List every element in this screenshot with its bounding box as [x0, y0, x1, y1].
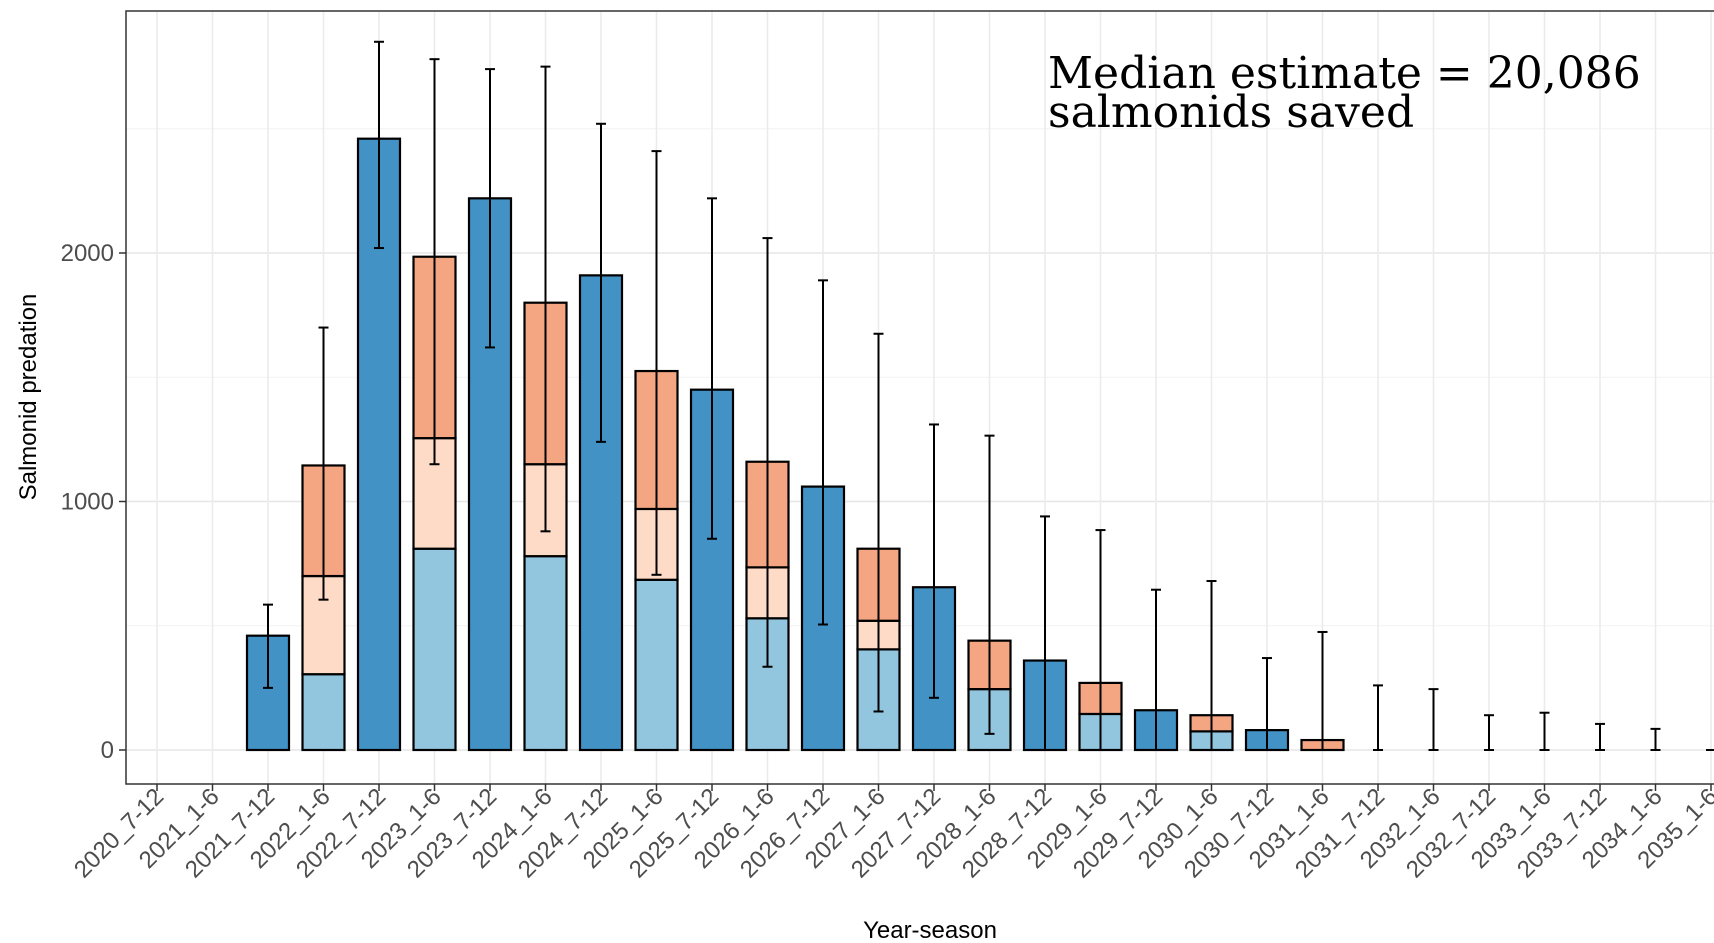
bar-segment-light-blue [523, 555, 568, 752]
y-tick-label: 2000 [61, 240, 114, 267]
annotation-line-2: salmonids saved [1048, 87, 1414, 138]
error-bars-layer [263, 40, 1714, 751]
y-axis: 0 1000 2000 [61, 240, 126, 764]
y-tick-label: 0 [101, 737, 114, 764]
annotation-line-1: Median estimate = 20,086 [1048, 48, 1641, 99]
bar-segment-light-blue [301, 673, 346, 752]
plot-border [125, 10, 1714, 785]
bar-segment-light-blue [745, 617, 790, 752]
bar-segment-light-blue [412, 547, 457, 752]
y-tick-label: 1000 [61, 489, 114, 516]
x-axis-title: Year-season [863, 917, 997, 943]
x-axis: 2020_7-122021_1-62021_7-122022_1-62022_7… [69, 783, 1714, 883]
bars-layer [245, 137, 1345, 752]
y-axis-title: Salmonid predation [15, 294, 42, 501]
bar-segment-light-blue [634, 578, 679, 752]
